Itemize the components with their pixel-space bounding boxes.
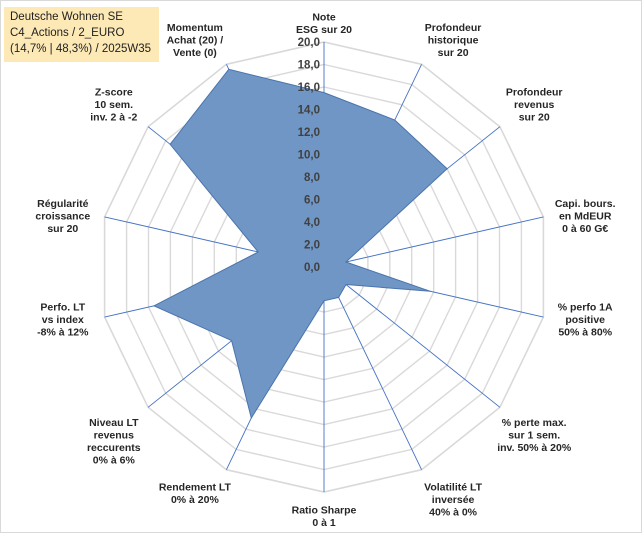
- tick-label: 20,0: [298, 37, 320, 49]
- axis-label-line: en MdEUR: [559, 210, 612, 222]
- axis-label-line: 50% à 80%: [558, 327, 612, 339]
- axis-label: Profondeur revenus sur 20: [506, 87, 563, 124]
- axis-label-line: Z-score: [95, 87, 133, 99]
- tick-label: 2,0: [304, 240, 320, 252]
- axis-label-line: sur 1 sem.: [508, 429, 560, 441]
- axis-label-line: inv. 2 à -2: [90, 112, 137, 124]
- axis-label-line: Régularité: [37, 198, 89, 210]
- axis-label: % perte max. sur 1 sem. inv. 50% à 20%: [497, 417, 572, 454]
- axis-label-line: Profondeur: [506, 87, 563, 99]
- tick-label: 0,0: [304, 262, 320, 274]
- axis-label: Volatilité LT inversée 40% à 0%: [424, 481, 483, 518]
- axis-label-line: Note: [312, 12, 335, 24]
- chart-title-line-2: C4_Actions / 2_EURO: [10, 27, 125, 39]
- tick-label: 16,0: [298, 82, 320, 94]
- axis-label: % perfo 1A positive 50% à 80%: [558, 302, 613, 339]
- tick-label: 18,0: [298, 60, 320, 72]
- axis-label-line: Niveau LT: [89, 417, 139, 429]
- axis-label: Momentum Achat (20) / Vente (0): [167, 22, 224, 59]
- axis-spoke: [323, 266, 423, 470]
- axis-label-line: -8% à 12%: [37, 327, 89, 339]
- axis-label-line: Profondeur: [425, 22, 482, 34]
- axis-label-line: Perfo. LT: [40, 302, 85, 314]
- axis-label-line: Momentum: [167, 22, 223, 34]
- axis-label-line: Capi. bours.: [555, 198, 616, 210]
- axis-label: Z-score 10 sem. inv. 2 à -2: [90, 87, 137, 124]
- tick-label: 8,0: [304, 172, 320, 184]
- axis-label-line: reccurents: [87, 442, 141, 454]
- axis-label-line: 0% à 6%: [93, 454, 136, 466]
- chart-title-line-1: Deutsche Wohnen SE: [10, 11, 123, 23]
- axis-label: Niveau LT revenus reccurents 0% à 6%: [87, 417, 141, 467]
- axis-label-line: 0 à 1: [312, 517, 336, 529]
- axis-label-line: 40% à 0%: [429, 506, 478, 518]
- axis-label-line: Ratio Sharpe: [292, 505, 357, 517]
- axis-label-line: ESG sur 20: [296, 24, 352, 36]
- axis-label-line: Achat (20) /: [167, 35, 224, 47]
- axis-label: Capi. bours. en MdEUR 0 à 60 G€: [555, 198, 616, 235]
- tick-label: 6,0: [304, 195, 320, 207]
- axis-label-line: sur 20: [47, 223, 78, 235]
- axis-label-line: inv. 50% à 20%: [497, 442, 572, 454]
- axis-label-line: Vente (0): [173, 47, 217, 59]
- chart-title-box: Deutsche Wohnen SE C4_Actions / 2_EURO (…: [4, 7, 159, 62]
- axis-label-line: Rendement LT: [159, 481, 232, 493]
- axis-label-line: 10 sem.: [95, 99, 134, 111]
- axis-label-line: revenus: [514, 99, 554, 111]
- axis-label-line: 0% à 20%: [171, 494, 220, 506]
- axis-label-line: croissance: [35, 210, 90, 222]
- series-area: [152, 68, 448, 420]
- axis-label-line: vs index: [42, 314, 84, 326]
- axis-label: Profondeur historique sur 20: [425, 22, 482, 59]
- axis-label-line: inversée: [432, 494, 475, 506]
- axis-label: Rendement LT 0% à 20%: [159, 481, 232, 506]
- tick-label: 12,0: [298, 127, 320, 139]
- axis-label-line: positive: [565, 314, 605, 326]
- tick-label: 10,0: [298, 150, 320, 162]
- axis-label-line: revenus: [94, 429, 134, 441]
- axis-label-line: % perte max.: [502, 417, 567, 429]
- axis-label: Perfo. LT vs index -8% à 12%: [37, 302, 89, 339]
- axis-label-line: historique: [428, 35, 479, 47]
- chart-title-line-3: (14,7% | 48,3%) / 2025W35: [10, 43, 152, 55]
- axis-label-line: sur 20: [438, 47, 469, 59]
- axis-label: Ratio Sharpe 0 à 1: [292, 505, 357, 530]
- axis-spoke: [323, 266, 501, 408]
- axis-label-line: Volatilité LT: [424, 481, 483, 493]
- axis-spoke: [323, 216, 544, 268]
- tick-label: 4,0: [304, 217, 320, 229]
- tick-label: 14,0: [298, 105, 320, 117]
- axis-label-line: sur 20: [519, 112, 550, 124]
- axis-label: Régularité croissance sur 20: [35, 198, 90, 235]
- axis-label: Note ESG sur 20: [296, 12, 352, 37]
- axis-label-line: % perfo 1A: [558, 302, 613, 314]
- axis-label-line: 0 à 60 G€: [562, 223, 608, 235]
